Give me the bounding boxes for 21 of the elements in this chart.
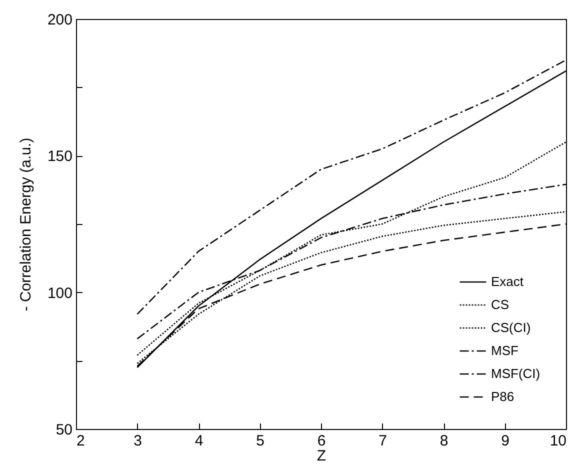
x-axis-title: Z <box>316 448 326 464</box>
legend-label: CS <box>491 297 510 312</box>
legend-label: MSF(CI) <box>491 366 540 381</box>
y-tick-label: 200 <box>47 12 72 28</box>
y-axis-title: - Correlation Energy (a.u.) <box>17 138 34 312</box>
legend-label: MSF <box>491 343 518 358</box>
y-tick-label: 150 <box>47 148 72 166</box>
legend-label: Exact <box>491 274 524 289</box>
x-tick-label: 2 <box>76 432 85 450</box>
y-tick-label: 100 <box>47 284 72 302</box>
x-tick-label: 10 <box>550 432 566 450</box>
x-tick-label: 9 <box>501 432 510 450</box>
legend-label: CS(CI) <box>491 320 531 335</box>
x-tick-label: 4 <box>194 432 204 450</box>
x-tick-label: 8 <box>440 432 448 450</box>
legend-label: P86 <box>491 389 514 404</box>
y-tick-label: 50 <box>56 422 72 438</box>
x-tick-label: 5 <box>256 432 264 450</box>
x-tick-label: 3 <box>134 432 142 450</box>
x-tick-label: 6 <box>317 432 326 450</box>
x-tick-label: 7 <box>378 432 387 450</box>
